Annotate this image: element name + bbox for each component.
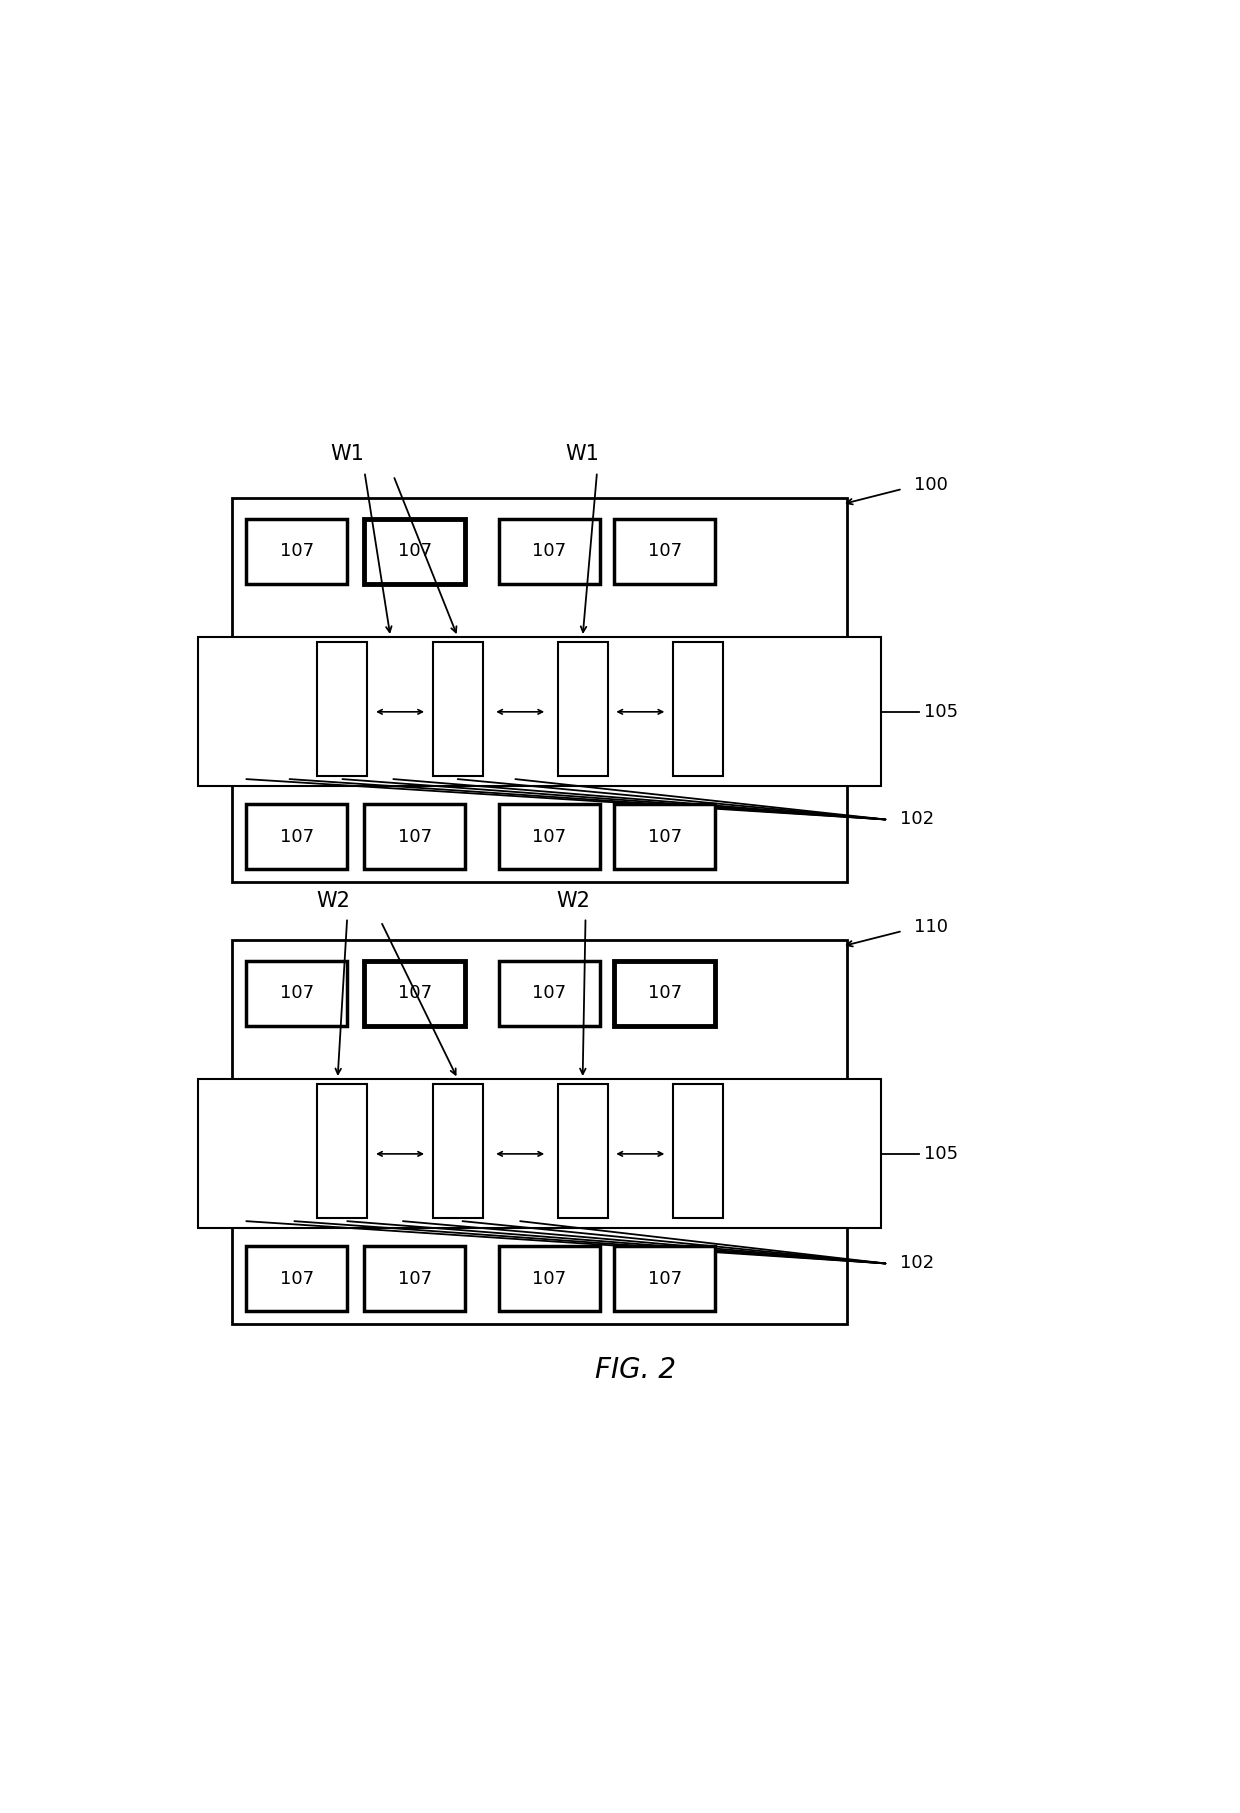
Bar [247, 519, 347, 584]
Text: 107: 107 [532, 542, 567, 560]
Text: W2: W2 [316, 890, 350, 910]
Bar [498, 961, 600, 1026]
Text: 107: 107 [647, 542, 682, 560]
Text: 107: 107 [280, 984, 314, 1003]
Bar [365, 519, 465, 584]
Text: 105: 105 [924, 1144, 959, 1162]
Bar [198, 1079, 880, 1227]
Text: 107: 107 [280, 829, 314, 845]
Bar [673, 642, 723, 776]
Bar [247, 805, 347, 870]
Text: 107: 107 [280, 1269, 314, 1287]
Text: W2: W2 [556, 890, 590, 910]
Bar [433, 1084, 482, 1218]
Bar [247, 961, 347, 1026]
Bar [365, 961, 465, 1026]
Text: FIG. 2: FIG. 2 [595, 1356, 676, 1383]
Bar [614, 1246, 715, 1311]
Bar [232, 939, 847, 1323]
Bar [498, 1246, 600, 1311]
Text: 107: 107 [398, 542, 432, 560]
Bar [614, 519, 715, 584]
Bar [498, 805, 600, 870]
Text: 102: 102 [900, 1255, 934, 1273]
Text: 102: 102 [900, 810, 934, 829]
Text: 107: 107 [647, 1269, 682, 1287]
Bar [498, 519, 600, 584]
Bar [198, 636, 880, 785]
Bar [558, 642, 608, 776]
Text: W1: W1 [330, 444, 365, 464]
Text: 107: 107 [647, 829, 682, 845]
Text: 107: 107 [398, 1269, 432, 1287]
Text: 107: 107 [647, 984, 682, 1003]
Text: W1: W1 [565, 444, 600, 464]
Text: 107: 107 [532, 829, 567, 845]
Text: 107: 107 [398, 984, 432, 1003]
Bar [317, 642, 367, 776]
Text: 107: 107 [532, 1269, 567, 1287]
Bar [247, 1246, 347, 1311]
Text: 110: 110 [914, 917, 949, 936]
Text: 107: 107 [532, 984, 567, 1003]
Bar [317, 1084, 367, 1218]
Text: 107: 107 [280, 542, 314, 560]
Bar [232, 497, 847, 881]
Text: 107: 107 [398, 829, 432, 845]
Text: 100: 100 [914, 477, 949, 493]
Bar [365, 805, 465, 870]
Bar [365, 1246, 465, 1311]
Bar [558, 1084, 608, 1218]
Bar [433, 642, 482, 776]
Bar [614, 961, 715, 1026]
Bar [614, 805, 715, 870]
Bar [673, 1084, 723, 1218]
Text: 105: 105 [924, 703, 959, 722]
